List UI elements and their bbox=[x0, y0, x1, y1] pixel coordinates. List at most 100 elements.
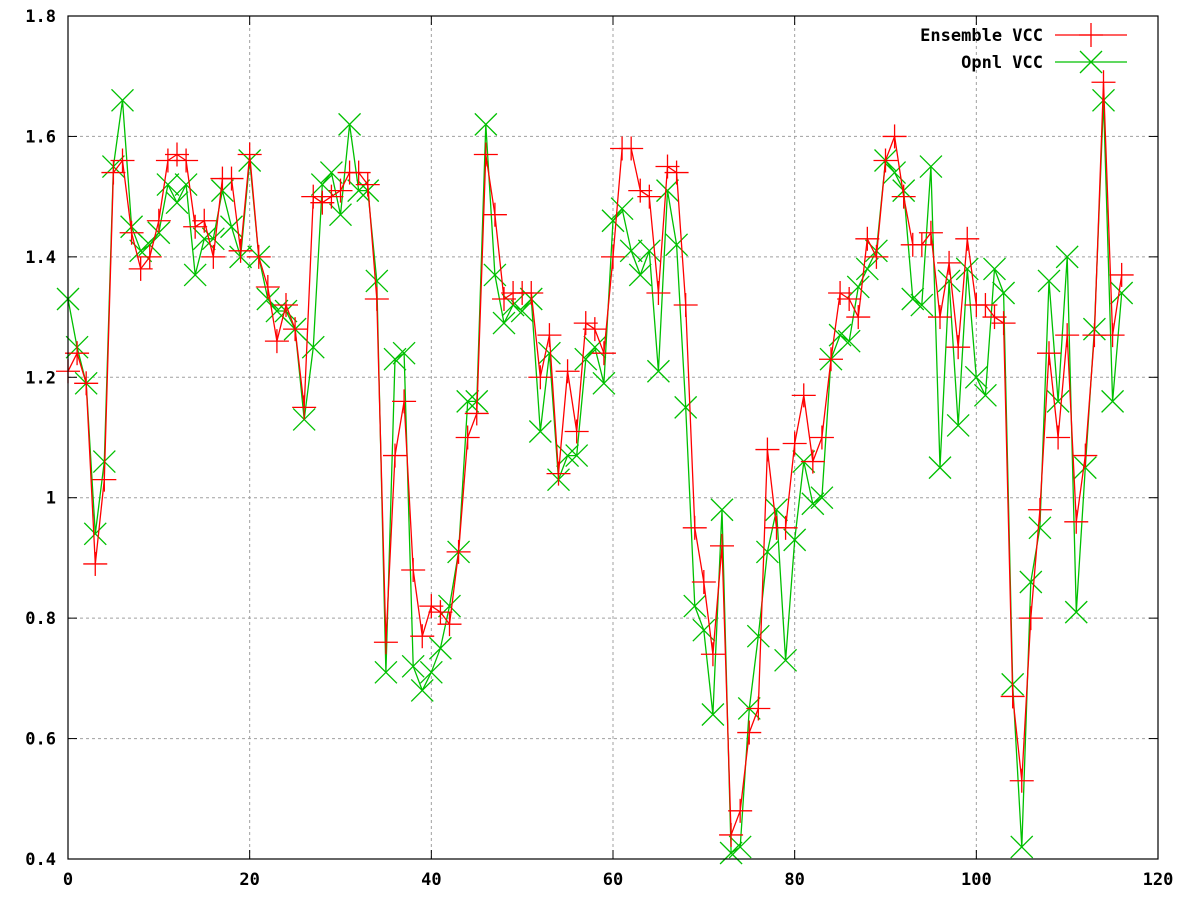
marker-stroke bbox=[846, 275, 870, 299]
data-point-ensemble-vcc bbox=[791, 383, 816, 408]
data-point-ensemble-vcc bbox=[800, 449, 825, 474]
data-point-ensemble-vcc bbox=[619, 136, 644, 161]
marker-stroke bbox=[419, 660, 443, 684]
data-point-ensemble-vcc bbox=[455, 425, 480, 450]
x-tick-label: 120 bbox=[1143, 870, 1174, 890]
data-point-opnl-vcc bbox=[910, 293, 934, 317]
marker-stroke bbox=[774, 648, 798, 672]
marker-stroke bbox=[592, 371, 616, 395]
data-point-ensemble-vcc bbox=[682, 515, 707, 540]
data-point-ensemble-vcc bbox=[700, 642, 725, 667]
data-point-opnl-vcc bbox=[256, 287, 280, 311]
data-point-opnl-vcc bbox=[992, 281, 1016, 305]
marker-stroke bbox=[401, 654, 425, 678]
data-point-opnl-vcc bbox=[192, 227, 216, 251]
x-tick-label: 80 bbox=[784, 870, 804, 890]
data-point-opnl-vcc bbox=[592, 371, 616, 395]
marker-stroke bbox=[701, 703, 725, 726]
data-point-opnl-vcc bbox=[674, 395, 698, 419]
data-point-ensemble-vcc bbox=[128, 256, 153, 281]
marker-stroke bbox=[946, 413, 970, 437]
data-point-ensemble-vcc bbox=[428, 600, 453, 625]
marker-stroke bbox=[292, 407, 316, 431]
marker-stroke bbox=[656, 179, 679, 203]
data-point-ensemble-vcc bbox=[1073, 443, 1098, 468]
data-point-ensemble-vcc bbox=[174, 148, 199, 173]
marker-stroke bbox=[619, 239, 643, 263]
marker-stroke bbox=[256, 287, 280, 311]
data-point-ensemble-vcc bbox=[401, 557, 426, 582]
data-point-ensemble-vcc bbox=[482, 202, 507, 227]
data-point-opnl-vcc bbox=[456, 389, 480, 413]
data-point-opnl-vcc bbox=[1037, 269, 1061, 293]
data-point-opnl-vcc bbox=[574, 347, 598, 371]
data-point-opnl-vcc bbox=[955, 257, 979, 281]
marker-stroke bbox=[138, 233, 162, 257]
marker-stroke bbox=[410, 678, 434, 702]
y-tick-label: 1.4 bbox=[25, 248, 56, 268]
y-tick-label: 0.8 bbox=[25, 609, 56, 629]
data-point-ensemble-vcc bbox=[1055, 323, 1080, 348]
marker-stroke bbox=[810, 486, 834, 510]
data-point-opnl-vcc bbox=[683, 594, 707, 618]
data-point-ensemble-vcc bbox=[146, 208, 171, 233]
data-point-opnl-vcc bbox=[410, 678, 434, 702]
marker-stroke bbox=[483, 263, 507, 287]
marker-stroke bbox=[937, 269, 961, 293]
data-point-ensemble-vcc bbox=[392, 389, 417, 414]
data-point-ensemble-vcc bbox=[165, 142, 189, 167]
marker-stroke bbox=[610, 197, 634, 221]
data-point-opnl-vcc bbox=[765, 498, 788, 522]
data-point-ensemble-vcc bbox=[1027, 497, 1052, 522]
data-point-ensemble-vcc bbox=[328, 178, 353, 203]
data-point-ensemble-vcc bbox=[719, 822, 744, 847]
data-point-opnl-vcc bbox=[846, 275, 870, 299]
data-point-opnl-vcc bbox=[855, 257, 879, 281]
data-point-opnl-vcc bbox=[619, 239, 643, 263]
marker-stroke bbox=[883, 161, 907, 185]
data-point-opnl-vcc bbox=[983, 257, 1006, 281]
data-point-opnl-vcc bbox=[165, 191, 189, 215]
marker-stroke bbox=[565, 444, 589, 468]
data-point-ensemble-vcc bbox=[710, 533, 734, 558]
data-point-opnl-vcc bbox=[628, 263, 652, 287]
data-point-ensemble-vcc bbox=[891, 184, 916, 209]
data-point-opnl-vcc bbox=[1073, 456, 1097, 480]
data-point-opnl-vcc bbox=[374, 660, 398, 684]
marker-stroke bbox=[783, 528, 807, 552]
data-point-ensemble-vcc bbox=[591, 341, 616, 366]
data-point-opnl-vcc bbox=[1055, 245, 1079, 269]
marker-stroke bbox=[574, 347, 598, 371]
data-point-ensemble-vcc bbox=[419, 594, 444, 619]
marker-stroke bbox=[855, 257, 879, 281]
marker-stroke bbox=[210, 179, 234, 203]
data-point-opnl-vcc bbox=[656, 179, 679, 203]
marker-stroke bbox=[428, 636, 452, 660]
marker-stroke bbox=[728, 835, 752, 859]
data-point-opnl-vcc bbox=[183, 263, 207, 287]
marker-stroke bbox=[456, 389, 480, 413]
series-layer bbox=[56, 70, 1134, 865]
marker-stroke bbox=[1055, 245, 1079, 269]
data-point-opnl-vcc bbox=[1110, 281, 1134, 305]
marker-stroke bbox=[746, 624, 770, 648]
y-axis-ticks: 0.4 0.6 0.8 1 1.2 1.4 1.6 1.8 bbox=[25, 7, 1158, 870]
data-point-opnl-vcc bbox=[1019, 570, 1043, 594]
marker-stroke bbox=[919, 155, 943, 178]
data-point-ensemble-vcc bbox=[755, 437, 780, 462]
data-point-ensemble-vcc bbox=[909, 232, 934, 257]
marker-stroke bbox=[901, 287, 925, 311]
data-point-opnl-vcc bbox=[919, 155, 943, 178]
data-point-opnl-vcc bbox=[392, 341, 416, 365]
data-point-ensemble-vcc bbox=[1000, 684, 1025, 709]
data-point-opnl-vcc bbox=[637, 239, 661, 263]
data-point-opnl-vcc bbox=[883, 161, 907, 185]
x-tick-label: 100 bbox=[961, 870, 992, 890]
data-point-ensemble-vcc bbox=[283, 317, 308, 342]
data-point-ensemble-vcc bbox=[192, 208, 217, 233]
marker-stroke bbox=[319, 161, 343, 185]
data-point-ensemble-vcc bbox=[383, 443, 407, 468]
marker-stroke bbox=[310, 173, 334, 197]
data-point-ensemble-vcc bbox=[555, 359, 580, 384]
data-point-opnl-vcc bbox=[601, 209, 625, 233]
